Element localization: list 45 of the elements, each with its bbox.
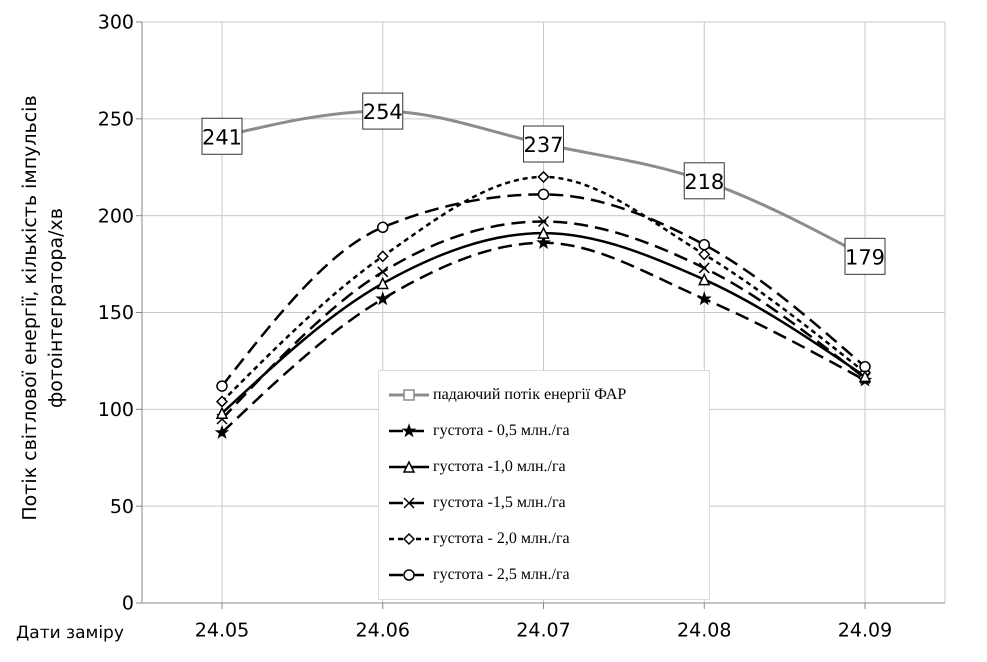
point [377, 222, 388, 234]
point [698, 238, 710, 250]
point [859, 360, 871, 372]
y-tick-label: 250 [98, 108, 134, 131]
y-tick-label: 0 [122, 592, 134, 615]
x-tick-label: 24.05 [194, 619, 250, 642]
data-label: 218 [684, 170, 724, 194]
legend-label: густота - 2,5 млн./га [433, 566, 570, 584]
data-label: 237 [523, 133, 564, 158]
point [538, 216, 550, 228]
x-tick-label: 24.06 [356, 619, 410, 642]
point [538, 171, 550, 183]
y-axis-title: Потік світлової енергії, кількість імпульсів фотоінтегратора/хв [19, 95, 67, 521]
point [216, 380, 228, 392]
point [377, 278, 388, 290]
legend-label: густота - 0,5 млн./га [433, 422, 570, 440]
point [698, 292, 711, 305]
point [698, 262, 710, 274]
y-tick-label: 300 [98, 12, 134, 34]
x-tick-label: 24.08 [677, 619, 732, 642]
legend-label: падаючий потік енергії ФАР [433, 386, 626, 404]
point [376, 292, 390, 305]
point [215, 426, 229, 438]
legend-label: густота - 2,0 млн./га [433, 530, 570, 548]
point [698, 274, 710, 286]
y-tick-label: 100 [98, 399, 134, 422]
point [216, 396, 228, 408]
data-label: 241 [202, 125, 242, 150]
legend-label: густота -1,0 млн./га [433, 458, 566, 476]
point [698, 248, 710, 260]
x-tick-label: 24.09 [838, 619, 892, 642]
x-axis-title: Дати заміру [16, 623, 124, 643]
point [377, 266, 388, 278]
point [216, 407, 228, 419]
data-label: 179 [844, 245, 886, 270]
point [538, 188, 550, 200]
data-label: 254 [362, 100, 403, 124]
x-tick-label: 24.07 [516, 619, 571, 642]
y-tick-label: 200 [98, 205, 134, 228]
y-tick-label: 150 [98, 302, 134, 324]
point [538, 227, 550, 239]
legend-label: густота -1,5 млн./га [433, 494, 566, 512]
point [216, 413, 228, 425]
y-tick-label: 50 [110, 496, 134, 518]
point [377, 250, 388, 262]
